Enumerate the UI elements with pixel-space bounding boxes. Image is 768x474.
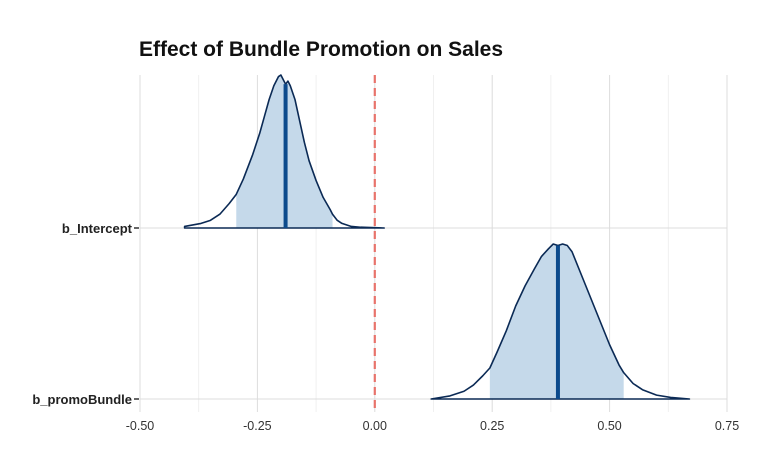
x-tick-label: 0.00 <box>363 419 387 433</box>
density-b_promoBundle <box>430 243 691 400</box>
x-tick-label: 0.50 <box>597 419 621 433</box>
grid <box>139 75 728 412</box>
density-outline-b_promoBundle <box>430 243 691 400</box>
x-tick-label: -0.50 <box>126 419 155 433</box>
x-axis: -0.50 -0.25 0.00 0.25 0.50 0.75 <box>126 419 739 433</box>
y-tick-label: b_Intercept <box>62 221 133 236</box>
chart-title: Effect of Bundle Promotion on Sales <box>139 38 503 61</box>
y-axis: b_Intercept b_promoBundle <box>32 221 139 407</box>
y-tick-label: b_promoBundle <box>32 392 132 407</box>
x-tick-label: 0.75 <box>715 419 739 433</box>
density-b_Intercept <box>183 74 385 229</box>
x-tick-label: 0.25 <box>480 419 504 433</box>
x-tick-label: -0.25 <box>243 419 272 433</box>
density-areas <box>183 74 691 400</box>
